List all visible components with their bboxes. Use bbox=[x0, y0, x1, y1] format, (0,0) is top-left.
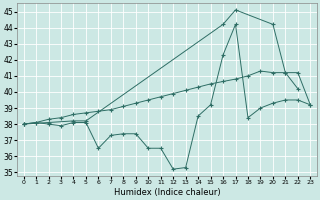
X-axis label: Humidex (Indice chaleur): Humidex (Indice chaleur) bbox=[114, 188, 220, 197]
